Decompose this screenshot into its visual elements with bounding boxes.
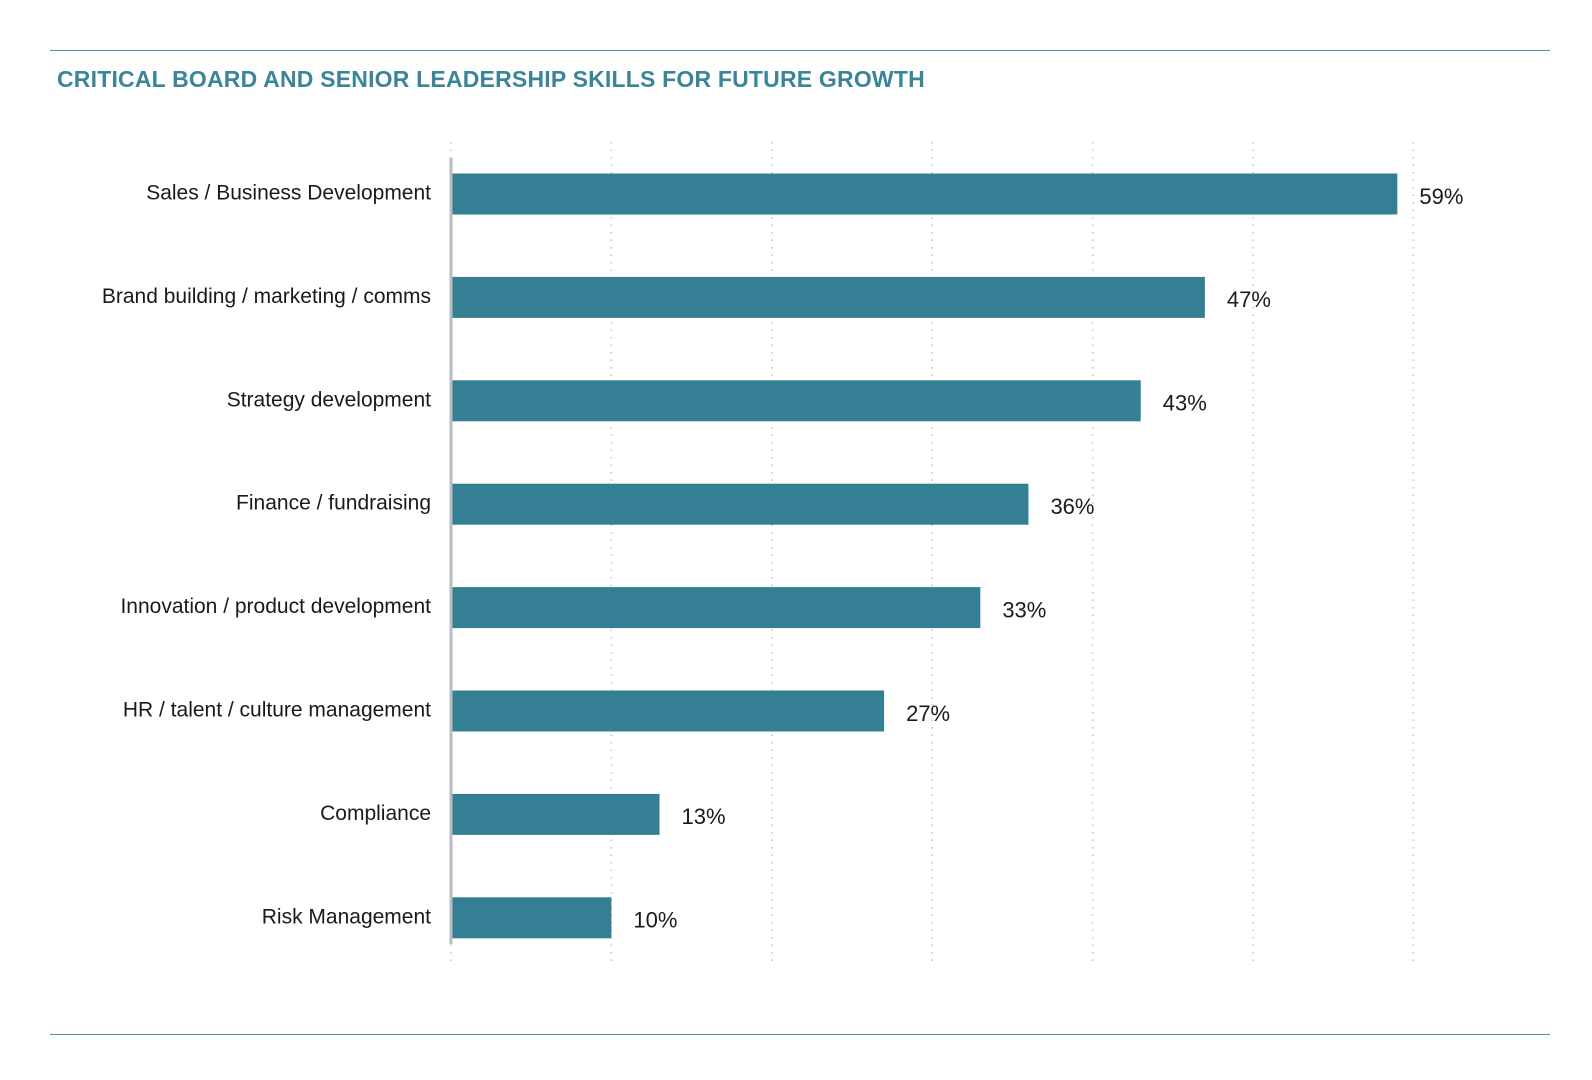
value-label: 59% [1419, 184, 1463, 209]
value-label: 13% [682, 804, 726, 829]
category-label: Strategy development [227, 388, 431, 411]
bar [451, 483, 1029, 525]
value-label: 33% [1002, 597, 1046, 622]
value-label: 47% [1227, 287, 1271, 312]
bar [451, 793, 660, 835]
category-labels: Sales / Business Development Brand buildi… [102, 182, 431, 929]
value-label: 43% [1163, 391, 1207, 416]
value-label: 27% [906, 701, 950, 726]
bar [451, 897, 612, 939]
bar [451, 587, 981, 629]
bar [451, 690, 885, 732]
value-label: 10% [633, 908, 677, 933]
category-label: Finance / fundraising [236, 492, 431, 515]
gridlines [450, 142, 1415, 962]
category-label: Brand building / marketing / comms [102, 285, 431, 308]
value-labels: 59% 47% 43% 36% 33% 27% 13% 10% [633, 184, 1463, 933]
category-label: Compliance [320, 802, 431, 825]
bar [451, 173, 1398, 215]
category-label: Innovation / product development [120, 595, 431, 618]
bar [451, 380, 1141, 422]
bottom-divider [50, 1034, 1550, 1035]
category-label: Risk Management [262, 905, 431, 928]
bar [451, 276, 1205, 318]
category-label: HR / talent / culture management [123, 699, 431, 722]
chart-title: CRITICAL BOARD AND SENIOR LEADERSHIP SKI… [57, 66, 925, 92]
top-divider [50, 50, 1550, 51]
bars [451, 173, 1398, 939]
category-label: Sales / Business Development [146, 182, 431, 205]
value-label: 36% [1050, 494, 1094, 519]
